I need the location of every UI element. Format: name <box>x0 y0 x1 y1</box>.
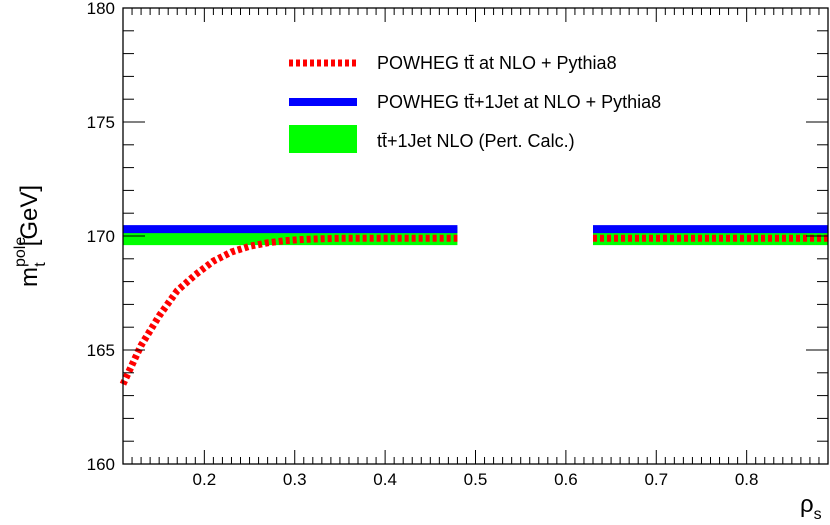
x-axis-title: ρs <box>800 491 822 523</box>
red-dotted-line-0 <box>119 234 458 386</box>
x-axis-tick-labels: 0.2 0.3 0.4 0.5 0.6 0.7 0.8 <box>193 470 759 489</box>
x-tick-label: 0.5 <box>464 470 488 489</box>
x-tick-label: 0.2 <box>193 470 217 489</box>
y-axis-title-sub: t <box>32 262 49 267</box>
y-axis-title-unit: [GeV] <box>16 185 43 246</box>
svg-text:ρs: ρs <box>800 491 822 523</box>
x-axis-ticks <box>122 8 829 464</box>
y-axis-title-main: m <box>16 267 43 287</box>
x-tick-label: 0.7 <box>644 470 668 489</box>
y-tick-label: 160 <box>87 455 115 474</box>
x-tick-label: 0.8 <box>735 470 759 489</box>
legend-marker-green-band <box>289 125 357 153</box>
legend-label-ttjet-nlo: tt̄+1Jet NLO (Pert. Calc.) <box>377 131 575 151</box>
legend: POWHEG tt̄ at NLO + Pythia8 POWHEG tt̄+1… <box>289 53 661 153</box>
y-axis-title: mpole t [GeV] <box>12 185 49 287</box>
x-tick-label: 0.6 <box>554 470 578 489</box>
x-axis-title-sub: s <box>814 506 822 523</box>
x-tick-label: 0.4 <box>373 470 397 489</box>
x-axis-title-main: ρ <box>800 491 814 518</box>
y-tick-label: 165 <box>87 341 115 360</box>
y-tick-label: 180 <box>87 0 115 18</box>
y-axis-ticks <box>123 7 828 465</box>
red-line-group <box>119 234 828 386</box>
legend-label-powheg-ttjet: POWHEG tt̄+1Jet at NLO + Pythia8 <box>377 92 661 112</box>
x-tick-label: 0.3 <box>283 470 307 489</box>
y-axis-title-sup: pole <box>12 237 29 267</box>
y-tick-label: 175 <box>87 113 115 132</box>
y-tick-label: 170 <box>87 227 115 246</box>
legend-label-powheg-tt: POWHEG tt̄ at NLO + Pythia8 <box>377 53 617 73</box>
y-axis-tick-labels: 160 165 170 175 180 <box>87 0 115 474</box>
plot-area <box>119 225 828 386</box>
